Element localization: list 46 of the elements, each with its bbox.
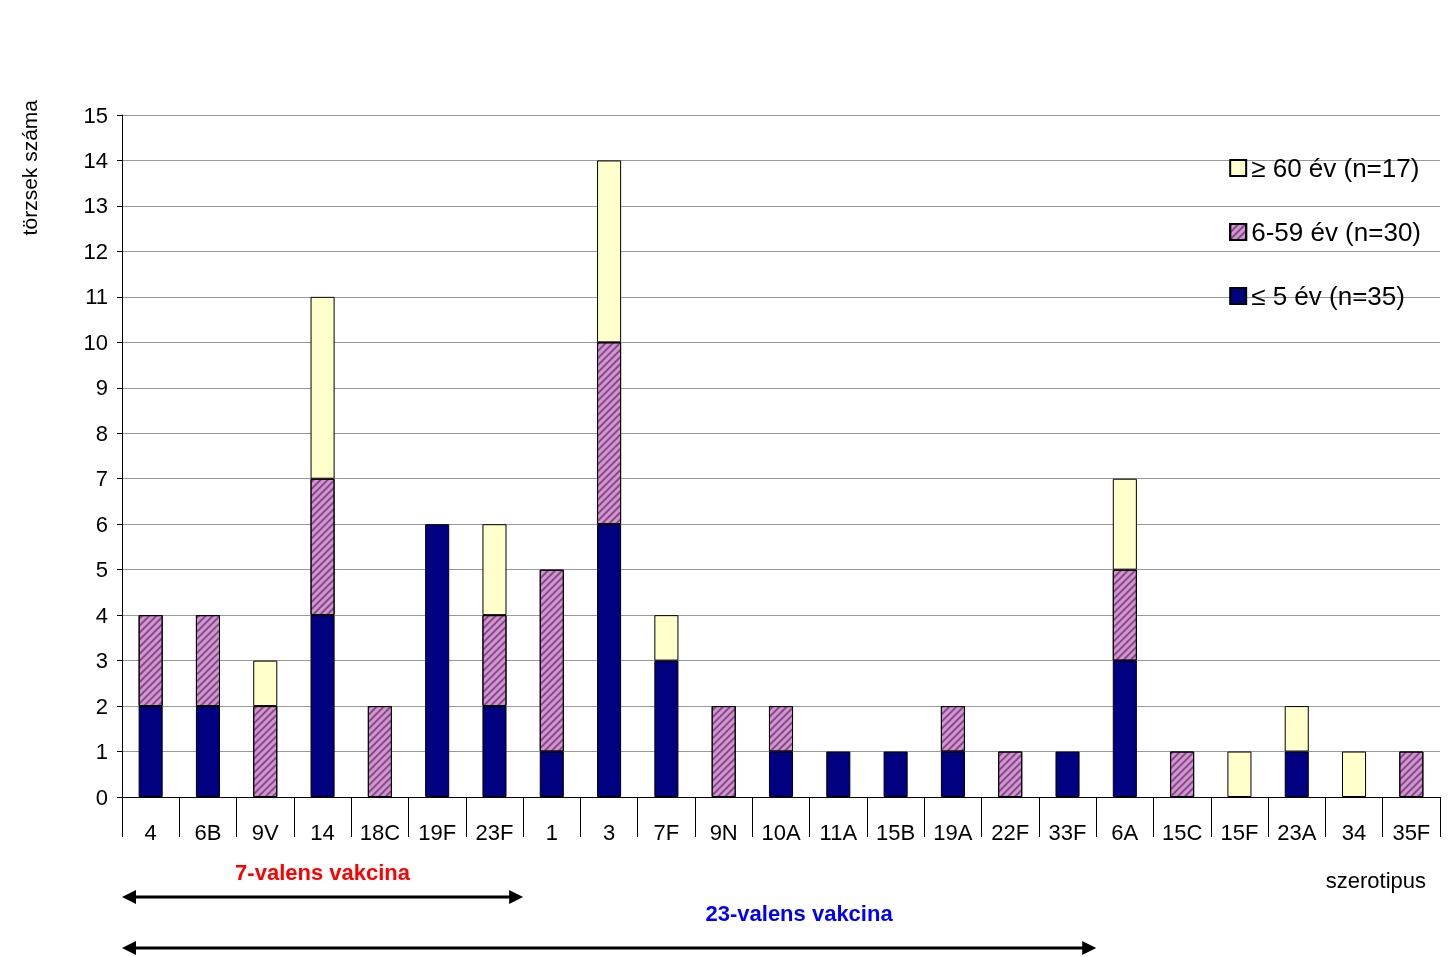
x-tick-label: 15C (1161, 819, 1203, 845)
y-tick-label: 7 (95, 466, 108, 492)
y-tick-label: 4 (95, 602, 108, 628)
legend-label: ≥ 60 év (n=17) (1251, 153, 1420, 183)
y-tick-label: 12 (83, 238, 108, 264)
y-tick-label: 8 (95, 420, 108, 446)
y-tick-label: 11 (85, 284, 108, 310)
y-axis-title: törzsek száma (18, 100, 42, 236)
x-tick-label: 15F (1220, 819, 1259, 845)
y-tick-label: 3 (95, 648, 108, 674)
x-tick-label: 34 (1341, 819, 1367, 845)
x-tick-label: 19F (418, 819, 457, 845)
y-tick-label: 6 (95, 511, 108, 537)
x-tick-label: 14 (310, 819, 335, 845)
x-tick-label: 15B (876, 819, 916, 845)
x-axis-title: szerotipus (1325, 868, 1426, 894)
x-tick-label: 4 (144, 819, 157, 845)
x-tick-label: 7F (653, 819, 680, 845)
x-tick-label: 9V (251, 819, 280, 845)
x-tick-label: 6B (194, 819, 222, 845)
x-tick-label: 6A (1111, 819, 1139, 845)
y-tick-label: 15 (83, 102, 108, 128)
y-tick-label: 2 (95, 693, 108, 719)
legend-label: ≤ 5 év (n=35) (1251, 281, 1405, 311)
x-tick-label: 1 (545, 819, 558, 845)
y-tick-label: 10 (83, 329, 108, 355)
y-tick-label: 1 (95, 739, 108, 765)
text: 23-valens vakcina (705, 901, 893, 927)
x-tick-label: 22F (991, 819, 1030, 845)
x-tick-label: 18C (359, 819, 401, 845)
y-tick-label: 14 (83, 147, 108, 173)
x-tick-label: 23A (1277, 819, 1317, 845)
y-tick-label: 0 (95, 784, 108, 810)
x-tick-label: 9N (709, 819, 738, 845)
text: 7-valens vakcina (235, 860, 411, 886)
x-tick-label: 35F (1392, 819, 1431, 845)
x-tick-label: 3 (602, 819, 616, 845)
x-tick-label: 11A (819, 819, 858, 845)
y-tick-label: 9 (95, 375, 108, 401)
y-tick-label: 5 (95, 557, 108, 583)
y-tick-label: 13 (83, 193, 108, 219)
x-tick-label: 33F (1048, 819, 1087, 845)
x-tick-label: 19A (933, 819, 973, 845)
x-tick-label: 23F (475, 819, 514, 845)
x-tick-label: 10A (761, 819, 801, 845)
legend-label: 6-59 év (n=30) (1251, 217, 1421, 247)
